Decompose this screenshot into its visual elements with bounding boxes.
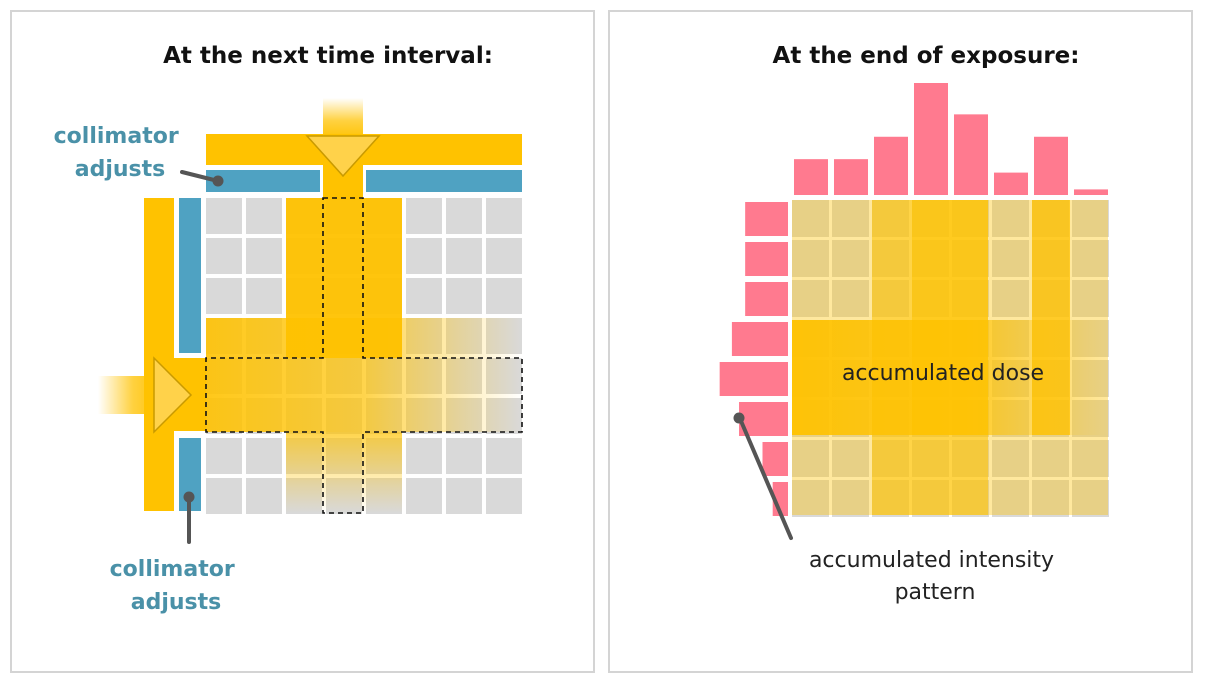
grid-cell	[832, 280, 869, 317]
grid-cell	[992, 200, 1029, 237]
grid-cell	[992, 480, 1029, 517]
grid-cell	[1072, 200, 1109, 237]
row-intensity-histogram	[719, 202, 788, 516]
left-panel-title: At the next time interval:	[163, 43, 493, 69]
grid-cell	[406, 198, 442, 234]
grid-cell	[832, 480, 869, 517]
grid-cell	[246, 278, 282, 314]
grid-cell	[486, 438, 522, 474]
grid-cell	[1072, 240, 1109, 277]
grid-cell	[246, 198, 282, 234]
accumulated-dose-label: accumulated dose	[842, 361, 1044, 386]
grid-cell	[246, 238, 282, 274]
left-collimator-lower-jaw	[179, 438, 201, 511]
current-field-row	[206, 358, 522, 432]
column-intensity-histogram	[794, 83, 1108, 195]
grid-cell	[486, 278, 522, 314]
grid-cell	[792, 240, 829, 277]
grid-cell	[1032, 480, 1069, 517]
previous-field-upper-row	[206, 318, 522, 358]
intensity-pattern-pointer-dot	[733, 412, 745, 424]
column-intensity-bar	[1034, 136, 1068, 195]
grid-cell	[446, 278, 482, 314]
grid-cell	[832, 440, 869, 477]
grid-cell	[206, 278, 242, 314]
accumulated-dose-overlay	[792, 200, 1108, 515]
grid-cell	[446, 238, 482, 274]
row-intensity-bar	[719, 362, 788, 396]
row-intensity-bar	[739, 402, 788, 436]
row-intensity-bar	[745, 202, 788, 236]
grid-cell	[792, 200, 829, 237]
column-intensity-bar	[1074, 189, 1108, 195]
grid-cell	[406, 478, 442, 514]
left-grid	[206, 198, 522, 514]
top-collimator-left-jaw	[206, 170, 320, 192]
previous-field-lower	[286, 432, 402, 513]
grid-cell	[1072, 480, 1109, 517]
dashed-field-outline	[205, 197, 523, 514]
grid-cell	[792, 480, 829, 517]
grid-cell	[446, 198, 482, 234]
row-intensity-bar	[745, 242, 788, 276]
collimator-bottom-label: collimator adjusts	[110, 557, 243, 615]
grid-cell	[206, 238, 242, 274]
right-panel-title: At the end of exposure:	[773, 43, 1080, 69]
grid-cell	[486, 478, 522, 514]
grid-cell	[792, 280, 829, 317]
row-intensity-bar	[745, 282, 788, 316]
left-collimator-upper-jaw	[179, 198, 201, 353]
grid-cell	[446, 438, 482, 474]
grid-cell	[486, 198, 522, 234]
accumulated-intensity-label: accumulated intensity pattern	[809, 548, 1061, 605]
grid-cell	[1072, 440, 1109, 477]
column-intensity-bar	[834, 159, 868, 195]
left-beam-strip	[144, 198, 174, 511]
grid-cell	[246, 438, 282, 474]
grid-cell	[406, 438, 442, 474]
dose-peak-column	[912, 200, 988, 435]
grid-cell	[832, 200, 869, 237]
top-collimator-pointer-dot	[212, 175, 224, 187]
intensity-pattern-pointer	[739, 419, 793, 540]
collimator-top-label: collimator adjusts	[54, 124, 187, 182]
column-intensity-bar	[914, 83, 948, 195]
grid-cell	[992, 440, 1029, 477]
grid-cell	[792, 440, 829, 477]
column-intensity-bar	[794, 159, 828, 195]
grid-cell	[1032, 440, 1069, 477]
grid-cell	[446, 478, 482, 514]
grid-cell	[992, 280, 1029, 317]
grid-cell	[206, 478, 242, 514]
grid-cell	[1072, 280, 1109, 317]
grid-cell	[406, 278, 442, 314]
grid-cell	[486, 238, 522, 274]
top-collimator-pointer	[180, 170, 216, 182]
column-intensity-bar	[874, 136, 908, 195]
grid-cell	[406, 238, 442, 274]
row-intensity-bar	[762, 442, 788, 476]
column-intensity-bar	[954, 114, 988, 195]
row-intensity-bar	[731, 322, 788, 356]
down-arrow	[305, 98, 381, 178]
top-collimator-right-jaw	[366, 170, 522, 192]
grid-cell	[832, 240, 869, 277]
grid-cell	[992, 240, 1029, 277]
bottom-collimator-pointer-dot	[183, 491, 195, 503]
grid-cell	[246, 478, 282, 514]
grid-cell	[206, 438, 242, 474]
grid-cell	[206, 198, 242, 234]
column-intensity-bar	[994, 172, 1028, 195]
right-arrow	[98, 356, 193, 434]
